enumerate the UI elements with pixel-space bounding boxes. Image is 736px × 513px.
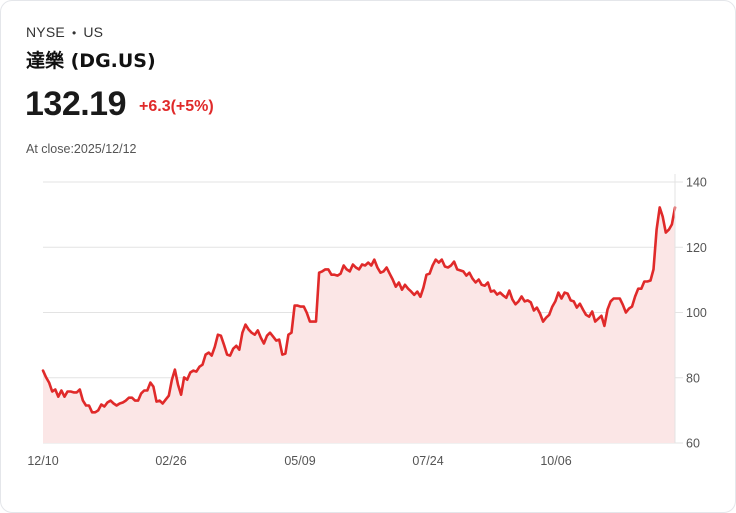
- y-tick-label: 60: [686, 437, 700, 451]
- y-tick-label: 80: [686, 371, 700, 385]
- y-axis-labels: 140 120 100 80 60: [686, 176, 707, 451]
- price-area-fill: [43, 207, 675, 443]
- separator-dot: •: [71, 26, 77, 40]
- x-tick-label: 10/06: [540, 454, 571, 468]
- exchange-name: NYSE: [26, 24, 65, 40]
- exchange-line: NYSE • US: [26, 24, 103, 40]
- x-tick-label: 05/09: [284, 454, 315, 468]
- y-tick-label: 120: [686, 241, 707, 255]
- stock-title: 達樂 (DG.US): [26, 50, 156, 72]
- price-line: [41, 206, 677, 414]
- market-name: US: [83, 24, 104, 40]
- price-change: +6.3(+5%): [139, 98, 214, 115]
- x-tick-label: 07/24: [412, 454, 443, 468]
- x-tick-label: 02/26: [155, 454, 186, 468]
- current-price: 132.19: [25, 85, 127, 123]
- y-tick-label: 100: [686, 306, 707, 320]
- x-tick-label: 12/10: [27, 454, 58, 468]
- close-timestamp: At close:2025/12/12: [26, 142, 137, 156]
- y-tick-label: 140: [686, 176, 707, 190]
- x-axis-labels: 12/10 02/26 05/09 07/24 10/06: [27, 454, 571, 468]
